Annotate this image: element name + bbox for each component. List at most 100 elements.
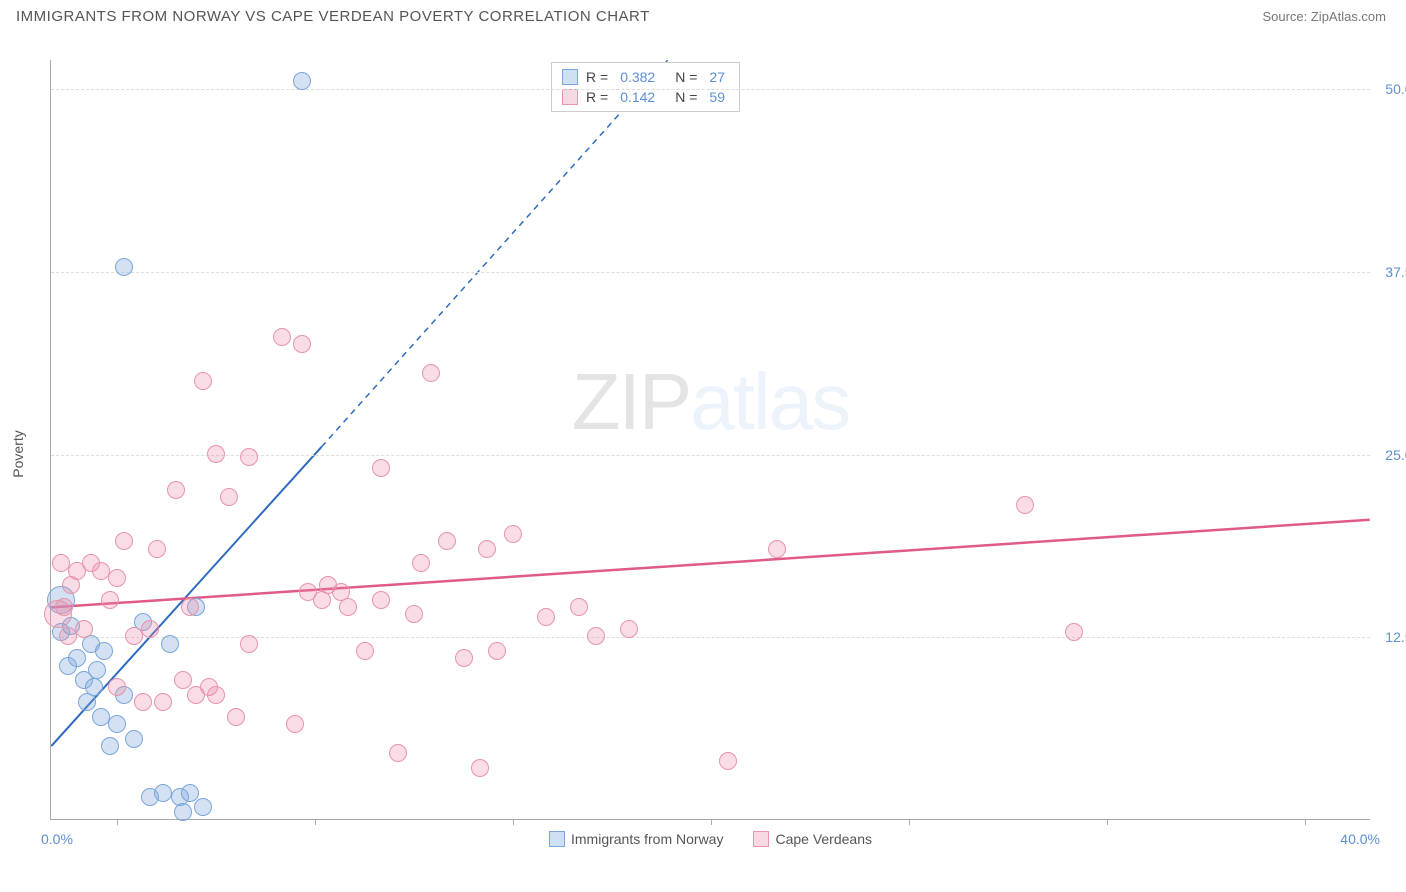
y-tick-label: 37.5% [1375,264,1406,280]
trend-line-extrapolated [322,60,668,447]
gridline [51,89,1370,90]
legend-r-label: R = [586,69,608,85]
data-point [108,569,126,587]
data-point [108,678,126,696]
data-point [273,328,291,346]
data-point [293,72,311,90]
data-point [372,591,390,609]
watermark-part2: atlas [690,357,849,446]
data-point [504,525,522,543]
data-point [101,737,119,755]
data-point [52,554,70,572]
data-point [389,744,407,762]
data-point [768,540,786,558]
y-tick-label: 25.0% [1375,447,1406,463]
data-point [85,678,103,696]
x-tick [315,819,316,825]
data-point [339,598,357,616]
y-axis-label: Poverty [10,430,26,477]
data-point [154,784,172,802]
chart-header: IMMIGRANTS FROM NORWAY VS CAPE VERDEAN P… [0,0,1406,33]
y-tick-label: 50.0% [1375,81,1406,97]
data-point [356,642,374,660]
data-point [207,445,225,463]
data-point [154,693,172,711]
data-point [125,627,143,645]
x-tick [117,819,118,825]
x-tick [1305,819,1306,825]
y-tick-label: 12.5% [1375,629,1406,645]
legend-item: Cape Verdeans [753,831,872,847]
source-prefix: Source: [1262,9,1310,24]
legend-item: Immigrants from Norway [549,831,723,847]
data-point [95,642,113,660]
chart-title: IMMIGRANTS FROM NORWAY VS CAPE VERDEAN P… [16,8,650,25]
data-point [422,364,440,382]
data-point [455,649,473,667]
data-point [181,784,199,802]
x-tick [711,819,712,825]
source-name: ZipAtlas.com [1311,9,1386,24]
data-point [220,488,238,506]
data-point [405,605,423,623]
legend-r-label: R = [586,89,608,105]
chart-source: Source: ZipAtlas.com [1262,9,1386,24]
data-point [174,671,192,689]
data-point [620,620,638,638]
x-tick [1107,819,1108,825]
gridline [51,272,1370,273]
data-point [181,598,199,616]
x-tick [513,819,514,825]
data-point [88,661,106,679]
data-point [207,686,225,704]
data-point [471,759,489,777]
series-legend: Immigrants from Norway Cape Verdeans [51,831,1370,847]
data-point [92,708,110,726]
legend-label: Cape Verdeans [775,831,872,847]
legend-row: R = 0.382N = 27 [562,67,729,87]
data-point [286,715,304,733]
legend-n-value: 59 [705,89,729,105]
data-point [148,540,166,558]
data-point [174,803,192,821]
data-point [115,258,133,276]
data-point [372,459,390,477]
watermark-part1: ZIP [572,357,690,446]
data-point [108,715,126,733]
legend-n-label: N = [675,69,697,85]
data-point [194,372,212,390]
data-point [1065,623,1083,641]
data-point [537,608,555,626]
data-point [227,708,245,726]
scatter-chart: ZIPatlas R = 0.382N = 27R = 0.142N = 59 … [50,60,1370,820]
legend-swatch [562,69,578,85]
data-point [92,562,110,580]
data-point [167,481,185,499]
legend-r-value: 0.382 [616,69,659,85]
data-point [59,627,77,645]
correlation-legend: R = 0.382N = 27R = 0.142N = 59 [551,62,740,112]
trend-lines-svg [51,60,1370,819]
legend-n-label: N = [675,89,697,105]
legend-swatch [549,831,565,847]
legend-r-value: 0.142 [616,89,659,105]
data-point [478,540,496,558]
data-point [438,532,456,550]
data-point [141,620,159,638]
x-axis-max-label: 40.0% [1340,831,1380,847]
data-point [68,649,86,667]
data-point [75,620,93,638]
trend-line [51,520,1369,608]
data-point [194,798,212,816]
data-point [719,752,737,770]
data-point [161,635,179,653]
data-point [101,591,119,609]
data-point [488,642,506,660]
data-point [125,730,143,748]
legend-label: Immigrants from Norway [571,831,723,847]
data-point [115,532,133,550]
data-point [1016,496,1034,514]
legend-swatch [753,831,769,847]
data-point [587,627,605,645]
data-point [570,598,588,616]
